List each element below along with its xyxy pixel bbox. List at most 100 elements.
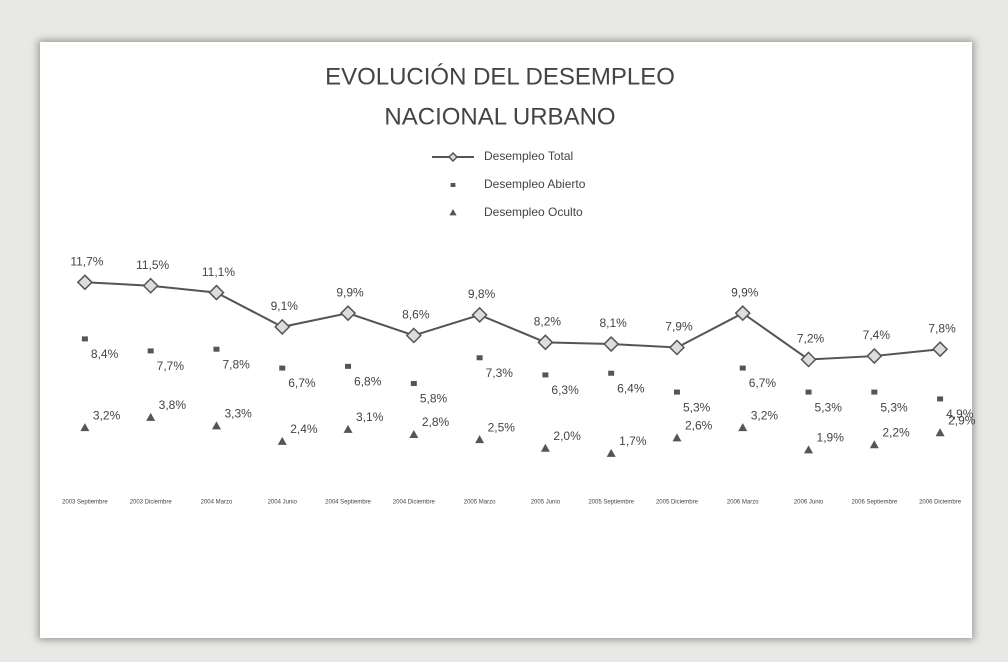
data-label: 7,9% xyxy=(665,320,693,334)
marker xyxy=(869,440,879,449)
data-label: 5,3% xyxy=(683,400,711,414)
data-label: 7,3% xyxy=(486,366,514,380)
marker xyxy=(277,436,287,445)
marker xyxy=(540,443,550,452)
marker xyxy=(734,305,751,322)
data-label: 3,1% xyxy=(356,410,384,424)
x-tick-label: 2004 Junio xyxy=(268,500,298,506)
data-label: 11,5% xyxy=(136,258,169,272)
marker xyxy=(871,389,878,395)
marker xyxy=(76,274,93,291)
data-label: 5,8% xyxy=(420,392,448,406)
legend-label: Desempleo Total xyxy=(484,149,573,163)
data-label: 2,0% xyxy=(553,429,581,443)
x-tick-label: 2005 Septiembre xyxy=(588,500,634,506)
marker xyxy=(673,389,680,395)
marker xyxy=(603,335,620,353)
data-label: 5,3% xyxy=(880,400,908,414)
legend-marker xyxy=(447,151,459,163)
marker xyxy=(537,334,554,351)
marker xyxy=(339,305,357,322)
marker xyxy=(672,433,682,442)
data-label: 6,7% xyxy=(288,376,316,390)
marker xyxy=(142,277,159,294)
marker xyxy=(208,284,225,301)
marker xyxy=(476,355,483,361)
marker xyxy=(932,341,949,358)
data-label: 1,7% xyxy=(619,434,647,448)
panel xyxy=(40,42,972,638)
chart-title: EVOLUCIÓN DEL DESEMPLEO xyxy=(325,63,675,90)
legend: Desempleo Total Desempleo Abierto Desemple… xyxy=(432,149,586,219)
x-tick-label: 2004 Septiembre xyxy=(325,500,371,506)
marker xyxy=(542,372,549,378)
data-label: 9,8% xyxy=(468,287,496,301)
data-label: 1,9% xyxy=(817,431,845,445)
x-tick-label: 2005 Marzo xyxy=(464,500,496,506)
data-label: 9,9% xyxy=(731,285,759,299)
data-label: 2,9% xyxy=(948,413,976,427)
marker xyxy=(800,351,817,368)
x-tick-label: 2006 Junio xyxy=(794,500,824,506)
marker xyxy=(805,389,812,395)
x-tick-label: 2003 Diciembre xyxy=(130,500,173,506)
marker xyxy=(471,306,488,323)
x-tick-label: 2005 Junio xyxy=(531,500,561,506)
marker xyxy=(668,339,686,356)
data-label: 5,3% xyxy=(815,400,843,414)
legend-label: Desempleo Oculto xyxy=(484,205,583,219)
data-label: 7,7% xyxy=(157,359,185,373)
x-tick-label: 2004 Marzo xyxy=(201,500,233,506)
marker xyxy=(738,423,748,432)
data-label: 2,2% xyxy=(882,425,910,439)
marker xyxy=(80,423,90,432)
marker xyxy=(211,421,221,430)
marker xyxy=(343,424,353,433)
marker xyxy=(146,412,156,421)
marker xyxy=(279,365,286,371)
data-label: 2,6% xyxy=(685,419,713,433)
legend-marker xyxy=(450,183,456,187)
legend-marker xyxy=(449,209,457,216)
marker xyxy=(739,365,746,371)
marker xyxy=(475,435,485,444)
marker xyxy=(935,428,945,437)
chart-subtitle: NACIONAL URBANO xyxy=(384,103,615,130)
data-label: 7,2% xyxy=(797,332,825,346)
marker xyxy=(274,318,291,335)
marker xyxy=(81,336,88,342)
marker xyxy=(345,363,352,369)
data-label: 6,8% xyxy=(354,375,382,389)
marker xyxy=(410,381,417,387)
x-tick-label: 2004 Diciembre xyxy=(393,500,436,506)
data-label: 8,1% xyxy=(599,316,627,330)
marker xyxy=(409,429,419,438)
marker xyxy=(147,348,154,354)
marker xyxy=(608,370,615,376)
data-label: 6,3% xyxy=(551,383,579,397)
data-label: 3,3% xyxy=(224,407,252,421)
data-label: 3,8% xyxy=(159,398,187,412)
marker xyxy=(213,346,220,352)
x-tick-label: 2005 Diciembre xyxy=(656,500,699,506)
data-label: 7,8% xyxy=(928,321,956,335)
marker xyxy=(606,448,616,457)
data-label: 9,1% xyxy=(271,299,299,313)
x-tick-label: 2003 Septiembre xyxy=(62,500,108,506)
data-label: 2,8% xyxy=(422,415,450,429)
line xyxy=(84,281,941,361)
marker xyxy=(405,327,422,344)
marker xyxy=(866,348,883,365)
marker xyxy=(804,445,814,454)
x-tick-label: 2006 Marzo xyxy=(727,500,759,506)
data-label: 2,5% xyxy=(488,420,516,434)
data-label: 7,8% xyxy=(222,357,250,371)
data-label: 9,9% xyxy=(336,285,364,299)
data-label: 2,4% xyxy=(290,422,318,436)
data-label: 8,6% xyxy=(402,308,430,322)
data-label: 3,2% xyxy=(93,408,121,422)
data-label: 8,2% xyxy=(534,315,562,329)
data-label: 11,7% xyxy=(70,254,103,268)
